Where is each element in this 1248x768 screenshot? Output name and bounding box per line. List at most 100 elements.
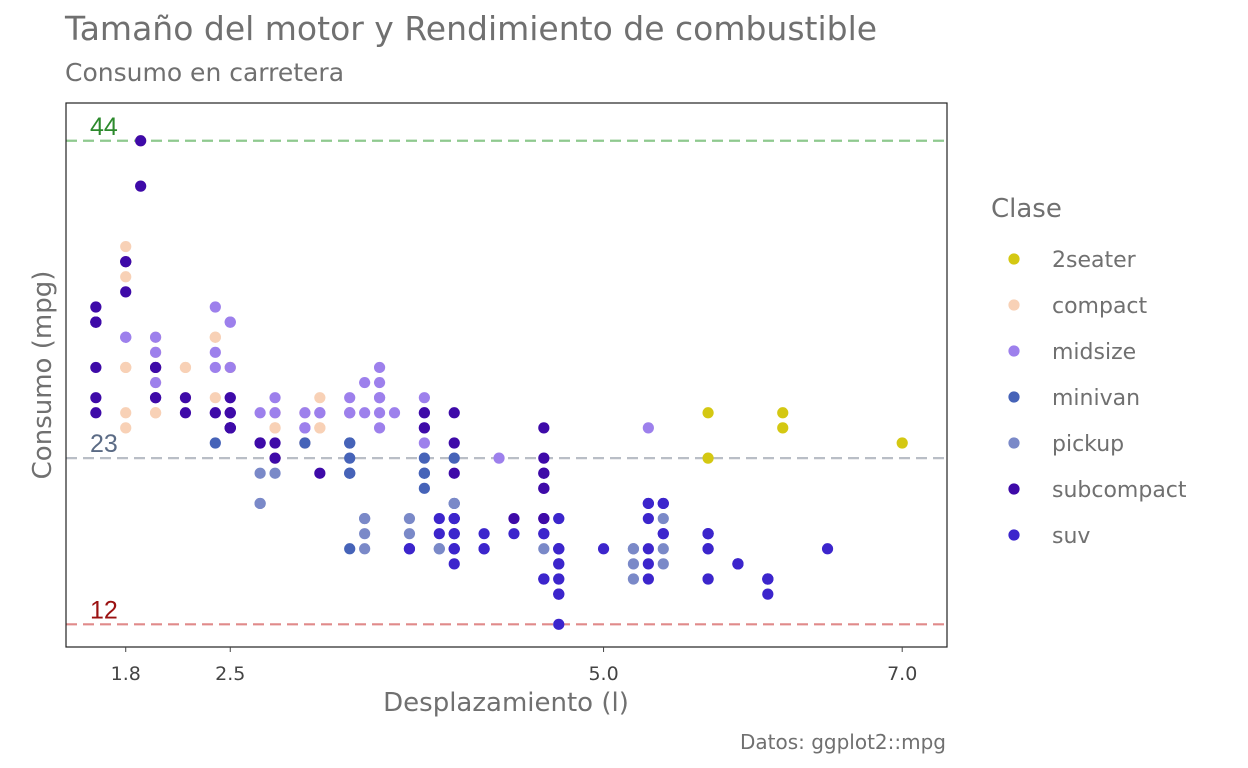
point-subcompact — [135, 180, 147, 192]
point-subcompact — [448, 407, 460, 419]
point-midsize — [149, 376, 162, 389]
legend-label-minivan: minivan — [1052, 386, 1140, 411]
point-midsize — [209, 301, 221, 313]
point-suv — [553, 618, 565, 630]
point-midsize — [149, 346, 162, 358]
legend-label-2seater: 2seater — [1052, 248, 1137, 273]
legend-title: Clase — [991, 194, 1062, 224]
data-points — [90, 135, 908, 630]
point-suv — [702, 543, 714, 555]
point-subcompact — [224, 422, 236, 434]
point-midsize — [209, 361, 221, 374]
point-subcompact — [224, 392, 236, 404]
point-pickup — [254, 497, 266, 510]
point-suv — [403, 543, 416, 555]
point-subcompact — [179, 407, 192, 419]
point-subcompact — [269, 452, 281, 464]
point-subcompact — [149, 361, 162, 374]
x-tick-label: 2.5 — [215, 663, 245, 685]
x-axis-ticks: 1.8 2.5 5.0 7.0 — [111, 647, 917, 685]
legend-label-pickup: pickup — [1052, 432, 1124, 457]
point-midsize — [344, 392, 356, 404]
y-axis-title: Consumo (mpg) — [28, 271, 58, 480]
legend-key-2seater — [1008, 253, 1020, 265]
legend-key-subcompact — [1008, 483, 1020, 495]
point-midsize — [120, 331, 132, 343]
point-subcompact — [538, 452, 550, 464]
point-minivan — [344, 452, 356, 464]
point-suv — [702, 528, 714, 540]
point-suv — [508, 528, 520, 540]
point-subcompact — [538, 467, 550, 479]
point-subcompact — [90, 361, 102, 374]
point-pickup — [254, 467, 266, 479]
point-pickup — [448, 497, 460, 510]
point-suv — [448, 528, 460, 540]
point-suv — [642, 558, 654, 570]
legend-key-pickup — [1008, 437, 1020, 449]
point-midsize — [269, 392, 281, 404]
point-minivan — [448, 452, 460, 464]
point-suv — [478, 543, 490, 555]
point-subcompact — [149, 392, 162, 404]
point-subcompact — [538, 422, 550, 434]
point-pickup — [359, 528, 371, 540]
point-suv — [553, 588, 565, 600]
point-midsize — [209, 346, 221, 358]
chart-title: Tamaño del motor y Rendimiento de combus… — [64, 9, 877, 48]
point-midsize — [418, 392, 430, 404]
point-suv — [553, 543, 565, 555]
point-midsize — [269, 407, 281, 419]
point-pickup — [359, 543, 371, 555]
point-suv — [657, 528, 669, 540]
point-suv — [433, 512, 445, 525]
point-suv — [553, 573, 565, 585]
point-midsize — [388, 407, 401, 419]
point-suv — [538, 528, 550, 540]
point-pickup — [627, 558, 640, 570]
point-midsize — [373, 407, 386, 419]
point-pickup — [657, 543, 669, 555]
reference-label-12: 12 — [90, 596, 118, 624]
point-subcompact — [90, 407, 102, 419]
legend-label-subcompact: subcompact — [1052, 478, 1187, 503]
point-minivan — [299, 437, 311, 449]
x-tick-label: 7.0 — [887, 663, 917, 685]
point-minivan — [344, 543, 356, 555]
point-suv — [762, 588, 774, 600]
point-subcompact — [90, 301, 102, 313]
point-midsize — [254, 407, 266, 419]
x-tick-label: 1.8 — [111, 663, 141, 685]
legend-key-midsize — [1008, 345, 1020, 357]
point-subcompact — [448, 467, 460, 479]
point-pickup — [403, 512, 416, 525]
point-midsize — [418, 437, 430, 449]
point-midsize — [373, 361, 386, 374]
point-suv — [448, 512, 460, 525]
point-compact — [149, 407, 162, 419]
point-pickup — [657, 512, 669, 525]
point-subcompact — [538, 512, 550, 525]
point-suv — [538, 573, 550, 585]
point-2seater — [777, 422, 789, 434]
point-subcompact — [224, 407, 236, 419]
point-suv — [657, 497, 669, 510]
point-midsize — [359, 376, 371, 389]
chart-caption: Datos: ggplot2::mpg — [740, 730, 946, 754]
point-midsize — [314, 407, 326, 419]
point-midsize — [359, 407, 371, 419]
point-compact — [120, 240, 132, 253]
point-midsize — [149, 331, 162, 343]
point-midsize — [299, 422, 311, 434]
point-subcompact — [269, 437, 281, 449]
point-suv — [433, 528, 445, 540]
reference-lines: 44 23 12 — [66, 113, 947, 626]
point-subcompact — [90, 316, 102, 328]
point-suv — [553, 558, 565, 570]
point-subcompact — [254, 437, 266, 449]
point-compact — [209, 392, 221, 404]
point-2seater — [702, 407, 714, 419]
point-minivan — [418, 452, 430, 464]
point-compact — [120, 271, 132, 283]
